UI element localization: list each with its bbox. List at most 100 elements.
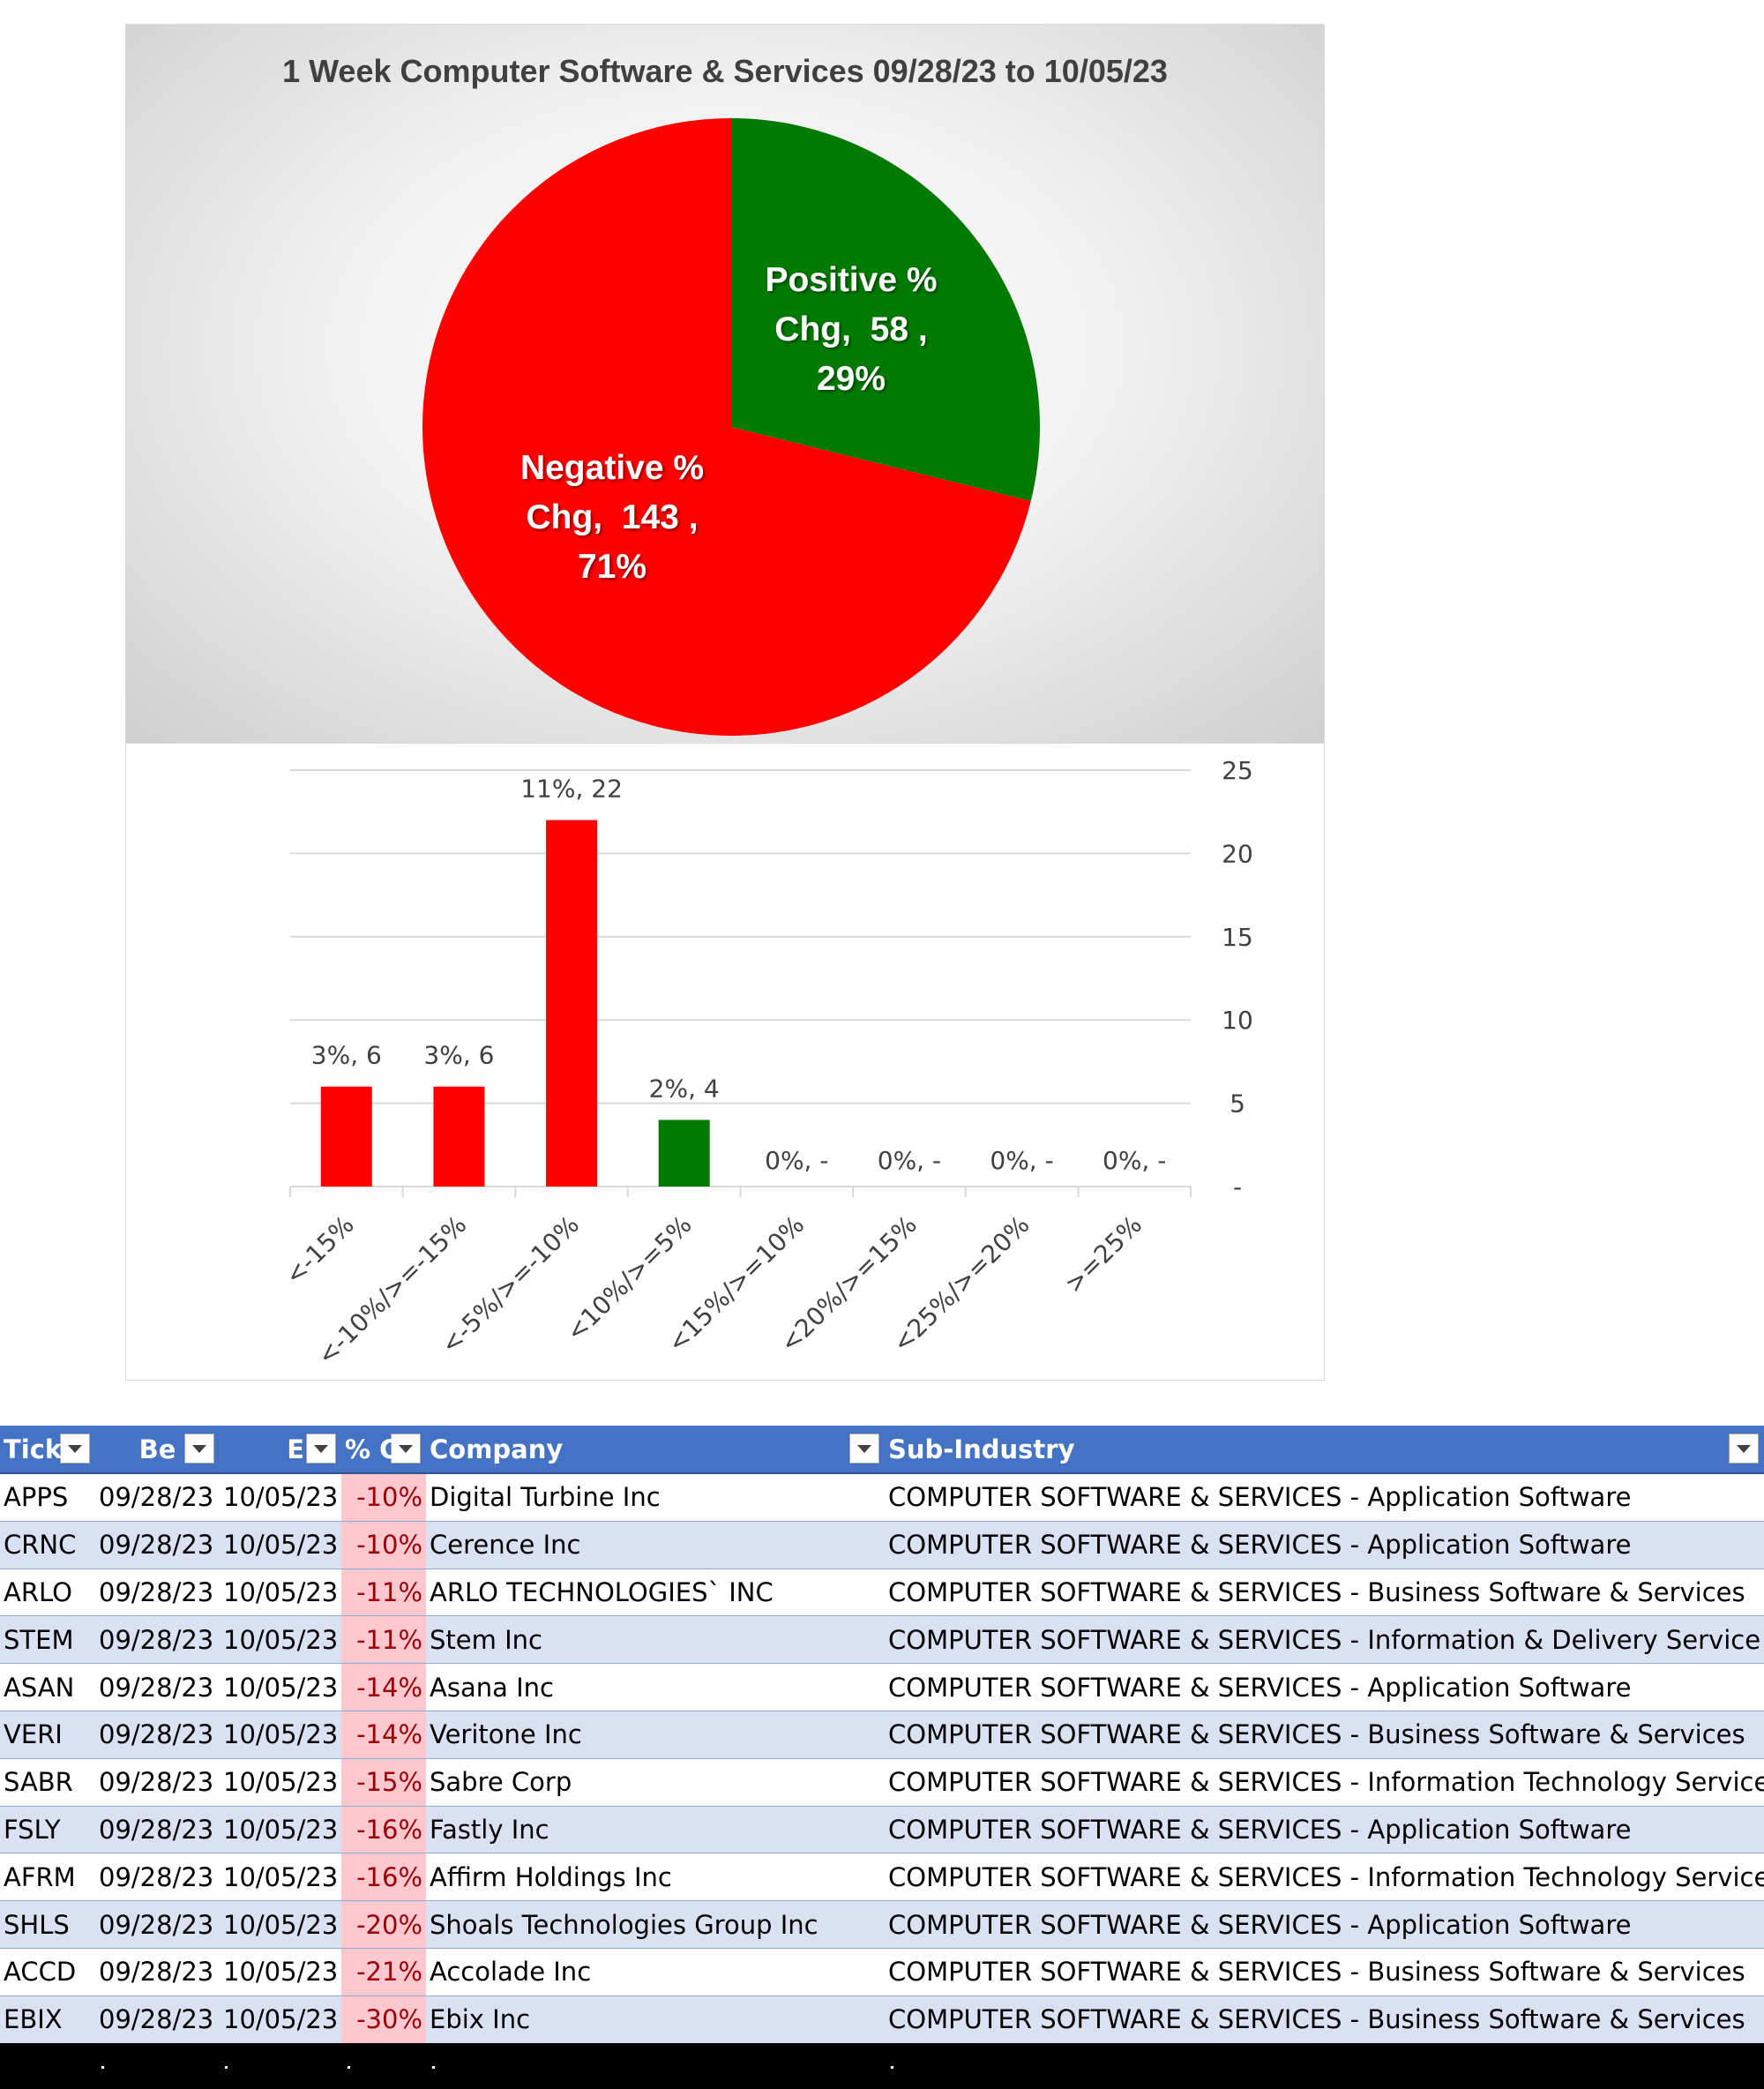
cell-begin-date[interactable]: 09/28/23 (95, 1663, 220, 1711)
cell-ticker[interactable]: ASAN (0, 1663, 95, 1711)
cell-ticker[interactable]: VERI (0, 1711, 95, 1759)
filter-dropdown-icon[interactable] (306, 1434, 336, 1464)
cell-ticker[interactable]: ARLO (0, 1569, 95, 1617)
cell-end-date[interactable]: 10/05/23 (220, 1948, 341, 1996)
cell-end-date[interactable]: 10/05/23 (220, 1615, 341, 1665)
cell-company[interactable]: Shoals Technologies Group Inc (426, 1900, 885, 1949)
cell-end-date[interactable]: 10/05/23 (220, 1569, 341, 1617)
cell-company[interactable]: Sabre Corp (426, 1758, 885, 1807)
cell-end-date[interactable]: 10/05/23 (220, 1663, 341, 1711)
cell-pct-change[interactable]: -11% (341, 1569, 426, 1617)
x-category-label: <-15% (280, 1210, 360, 1291)
cell-company[interactable]: Asana Inc (426, 1663, 885, 1711)
cell-pct-change[interactable]: -10% (341, 1521, 426, 1569)
cell-begin-date[interactable]: 09/28/23 (95, 1569, 220, 1617)
cell-end-date[interactable]: 10/05/23 (220, 1900, 341, 1949)
cell-end-date[interactable]: 10/05/23 (220, 1995, 341, 2044)
table-row: SABR 09/28/23 10/05/23 -15% Sabre Corp COMPUT… (0, 1758, 1764, 1807)
dot (891, 2066, 893, 2069)
y-tick-label: 5 (1230, 1089, 1245, 1119)
cell-pct-change[interactable]: -11% (341, 1615, 426, 1665)
cell-ticker[interactable]: SABR (0, 1758, 95, 1807)
cell-sub-industry[interactable]: COMPUTER SOFTWARE & SERVICES - Applicati… (885, 1473, 1764, 1522)
bar-chart-panel: -5 10 15 20 25 3%, 6 <-15% 3%, 6 <-10%/>=-15% 11%… (125, 744, 1325, 1381)
cell-begin-date[interactable]: 09/28/23 (95, 1473, 220, 1522)
filter-dropdown-icon[interactable] (184, 1434, 214, 1464)
cell-company[interactable]: ARLO TECHNOLOGIES` INC (426, 1569, 885, 1617)
cell-company[interactable]: Veritone Inc (426, 1711, 885, 1759)
cell-sub-industry[interactable]: COMPUTER SOFTWARE & SERVICES - Applicati… (885, 1806, 1764, 1854)
cell-begin-date[interactable]: 09/28/23 (95, 1806, 220, 1854)
filter-dropdown-icon[interactable] (60, 1434, 90, 1464)
filter-dropdown-icon[interactable] (391, 1434, 421, 1464)
slice-label-negative-value: 143 (621, 498, 679, 536)
column-header-end[interactable]: E (220, 1426, 341, 1474)
cell-company[interactable]: Affirm Holdings Inc (426, 1853, 885, 1902)
cell-pct-change[interactable]: -14% (341, 1663, 426, 1711)
cell-company[interactable]: Ebix Inc (426, 1995, 885, 2044)
cell-sub-industry[interactable]: COMPUTER SOFTWARE & SERVICES - Business … (885, 1711, 1764, 1759)
cell-end-date[interactable]: 10/05/23 (220, 1806, 341, 1854)
cell-ticker[interactable]: SHLS (0, 1900, 95, 1949)
cell-pct-change[interactable]: -16% (341, 1806, 426, 1854)
cell-begin-date[interactable]: 09/28/23 (95, 1758, 220, 1807)
cell-company[interactable]: Cerence Inc (426, 1521, 885, 1569)
y-tick-label: 25 (1222, 756, 1253, 785)
cell-ticker[interactable]: CRNC (0, 1521, 95, 1569)
column-header-sub-industry[interactable]: Sub-Industry (885, 1426, 1764, 1474)
cell-sub-industry[interactable]: COMPUTER SOFTWARE & SERVICES - Applicati… (885, 1663, 1764, 1711)
cell-sub-industry[interactable]: COMPUTER SOFTWARE & SERVICES - Applicati… (885, 1900, 1764, 1949)
cell-end-date[interactable]: 10/05/23 (220, 1473, 341, 1522)
cell-pct-change[interactable]: -10% (341, 1473, 426, 1522)
cell-begin-date[interactable]: 09/28/23 (95, 1995, 220, 2044)
cell-ticker[interactable]: EBIX (0, 1995, 95, 2044)
filter-dropdown-icon[interactable] (849, 1434, 879, 1464)
cell-ticker[interactable]: FSLY (0, 1806, 95, 1854)
table-row: STEM 09/28/23 10/05/23 -11% Stem Inc COMPUTER… (0, 1615, 1764, 1665)
cell-begin-date[interactable]: 09/28/23 (95, 1900, 220, 1949)
cell-sub-industry[interactable]: COMPUTER SOFTWARE & SERVICES - Business … (885, 1995, 1764, 2044)
cell-pct-change[interactable]: -20% (341, 1900, 426, 1949)
dot (432, 2066, 435, 2069)
filter-dropdown-icon[interactable] (1729, 1434, 1759, 1464)
cell-begin-date[interactable]: 09/28/23 (95, 1615, 220, 1665)
bottom-black-bar (0, 2043, 1764, 2089)
cell-pct-change[interactable]: -15% (341, 1758, 426, 1807)
cell-sub-industry[interactable]: COMPUTER SOFTWARE & SERVICES - Business … (885, 1569, 1764, 1617)
cell-begin-date[interactable]: 09/28/23 (95, 1711, 220, 1759)
cell-end-date[interactable]: 10/05/23 (220, 1758, 341, 1807)
cell-pct-change[interactable]: -21% (341, 1948, 426, 1996)
table-row: EBIX 09/28/23 10/05/23 -30% Ebix Inc COMPUTER… (0, 1995, 1764, 2044)
column-header-ticker[interactable]: Tick (0, 1426, 95, 1474)
cell-company[interactable]: Digital Turbine Inc (426, 1473, 885, 1522)
cell-company[interactable]: Accolade Inc (426, 1948, 885, 1996)
cell-ticker[interactable]: STEM (0, 1615, 95, 1665)
column-header-pct-change[interactable]: % C (341, 1426, 426, 1474)
cell-end-date[interactable]: 10/05/23 (220, 1853, 341, 1902)
column-header-begin[interactable]: Be (95, 1426, 220, 1474)
cell-sub-industry[interactable]: COMPUTER SOFTWARE & SERVICES - Informati… (885, 1615, 1764, 1665)
cell-sub-industry[interactable]: COMPUTER SOFTWARE & SERVICES - Informati… (885, 1853, 1764, 1902)
cell-company[interactable]: Stem Inc (426, 1615, 885, 1665)
cell-sub-industry[interactable]: COMPUTER SOFTWARE & SERVICES - Informati… (885, 1758, 1764, 1807)
cell-end-date[interactable]: 10/05/23 (220, 1521, 341, 1569)
cell-sub-industry[interactable]: COMPUTER SOFTWARE & SERVICES - Business … (885, 1948, 1764, 1996)
cell-company[interactable]: Fastly Inc (426, 1806, 885, 1854)
column-header-company[interactable]: Company (426, 1426, 885, 1474)
cell-begin-date[interactable]: 09/28/23 (95, 1948, 220, 1996)
cell-pct-change[interactable]: -14% (341, 1711, 426, 1759)
cell-ticker[interactable]: AFRM (0, 1853, 95, 1902)
column-header-sub-industry-label: Sub-Industry (888, 1434, 1075, 1464)
cell-pct-change[interactable]: -16% (341, 1853, 426, 1902)
dot (225, 2066, 228, 2069)
cell-pct-change[interactable]: -30% (341, 1995, 426, 2044)
column-header-end-label: E (287, 1434, 304, 1464)
cell-ticker[interactable]: APPS (0, 1473, 95, 1522)
cell-end-date[interactable]: 10/05/23 (220, 1711, 341, 1759)
table-row: VERI 09/28/23 10/05/23 -14% Veritone Inc COMP… (0, 1711, 1764, 1759)
cell-begin-date[interactable]: 09/28/23 (95, 1853, 220, 1902)
cell-begin-date[interactable]: 09/28/23 (95, 1521, 220, 1569)
cell-sub-industry[interactable]: COMPUTER SOFTWARE & SERVICES - Applicati… (885, 1521, 1764, 1569)
cell-ticker[interactable]: ACCD (0, 1948, 95, 1996)
table-row: CRNC 09/28/23 10/05/23 -10% Cerence Inc COMPU… (0, 1521, 1764, 1569)
